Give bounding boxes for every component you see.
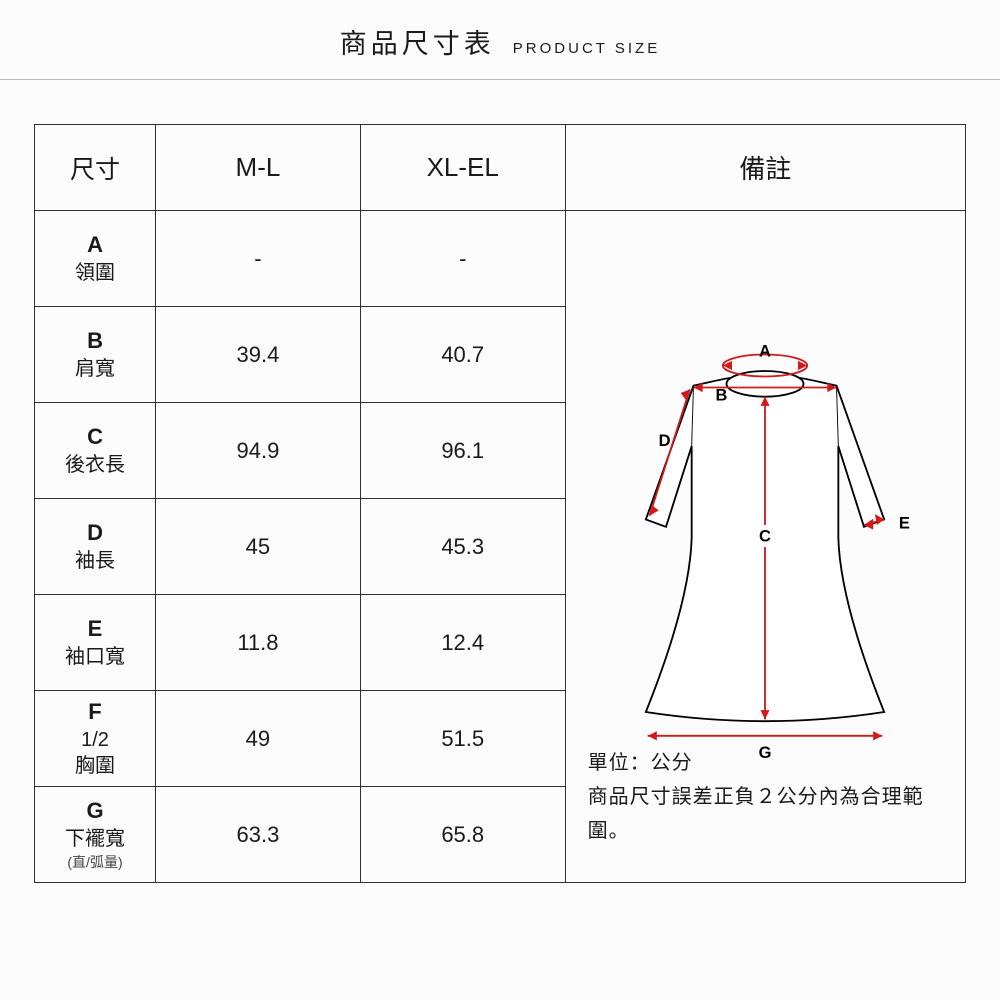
table-row: A 領圍 - - — [35, 211, 966, 307]
row-val-xlel: 40.7 — [360, 307, 565, 403]
arrow-g-right — [873, 731, 882, 740]
row-name: 袖長 — [37, 548, 153, 574]
tolerance-line: 商品尺寸誤差正負２公分內為合理範圍。 — [588, 780, 945, 848]
page: 商品尺寸表 PRODUCT SIZE 尺寸 M-L XL-EL 備註 A — [0, 0, 1000, 1000]
unit-line: 單位：公分 — [588, 746, 945, 780]
row-val-xlel: 65.8 — [360, 787, 565, 883]
row-letter: B — [37, 327, 153, 356]
note-cell: A B C — [565, 211, 965, 883]
row-val-xlel: 12.4 — [360, 595, 565, 691]
row-val-ml: 45 — [156, 499, 361, 595]
title-cn: 商品尺寸表 — [340, 22, 495, 61]
title-row: 商品尺寸表 PRODUCT SIZE — [0, 0, 1000, 80]
row-letter: C — [37, 423, 153, 452]
title-en: PRODUCT SIZE — [513, 40, 660, 57]
col-size-1: XL-EL — [360, 125, 565, 211]
row-name: 袖口寬 — [37, 644, 153, 670]
arrow-g-left — [648, 731, 657, 740]
row-val-ml: - — [156, 211, 361, 307]
row-label: D 袖長 — [35, 499, 156, 595]
row-name: 下襬寬 — [37, 826, 153, 852]
dress-svg: A B C — [600, 327, 930, 767]
row-val-xlel: 45.3 — [360, 499, 565, 595]
row-val-ml: 39.4 — [156, 307, 361, 403]
letter-a: A — [759, 342, 771, 360]
table-header-row: 尺寸 M-L XL-EL 備註 — [35, 125, 966, 211]
letter-e: E — [899, 514, 910, 532]
letter-d: D — [659, 432, 671, 450]
row-label: G 下襬寬 (直/弧量) — [35, 787, 156, 883]
row-letter: A — [37, 231, 153, 260]
row-val-ml: 63.3 — [156, 787, 361, 883]
row-label: F 1/2 胸圍 — [35, 691, 156, 787]
col-size-0: M-L — [156, 125, 361, 211]
row-label: E 袖口寬 — [35, 595, 156, 691]
letter-b: B — [716, 386, 728, 404]
row-val-xlel: 96.1 — [360, 403, 565, 499]
row-sub: (直/弧量) — [37, 852, 153, 872]
row-letter: E — [37, 615, 153, 644]
row-val-ml: 11.8 — [156, 595, 361, 691]
row-val-xlel: 51.5 — [360, 691, 565, 787]
row-val-ml: 49 — [156, 691, 361, 787]
row-val-xlel: - — [360, 211, 565, 307]
row-sub: 胸圍 — [37, 753, 153, 779]
row-name: 後衣長 — [37, 452, 153, 478]
row-name: 領圍 — [37, 260, 153, 286]
note-text: 單位：公分 商品尺寸誤差正負２公分內為合理範圍。 — [588, 746, 945, 848]
col-note-label: 備註 — [565, 125, 965, 211]
row-val-ml: 94.9 — [156, 403, 361, 499]
content: 尺寸 M-L XL-EL 備註 A 領圍 - - — [0, 80, 1000, 883]
row-label: C 後衣長 — [35, 403, 156, 499]
row-label: A 領圍 — [35, 211, 156, 307]
letter-c: C — [759, 527, 771, 545]
row-letter: F — [37, 698, 153, 727]
row-label: B 肩寬 — [35, 307, 156, 403]
dress-diagram: A B C — [566, 277, 965, 817]
row-letter: D — [37, 519, 153, 548]
size-table: 尺寸 M-L XL-EL 備註 A 領圍 - - — [34, 124, 966, 883]
row-name: 肩寬 — [37, 356, 153, 382]
row-letter: G — [37, 797, 153, 826]
row-name: 1/2 — [37, 727, 153, 753]
col-size-label: 尺寸 — [35, 125, 156, 211]
